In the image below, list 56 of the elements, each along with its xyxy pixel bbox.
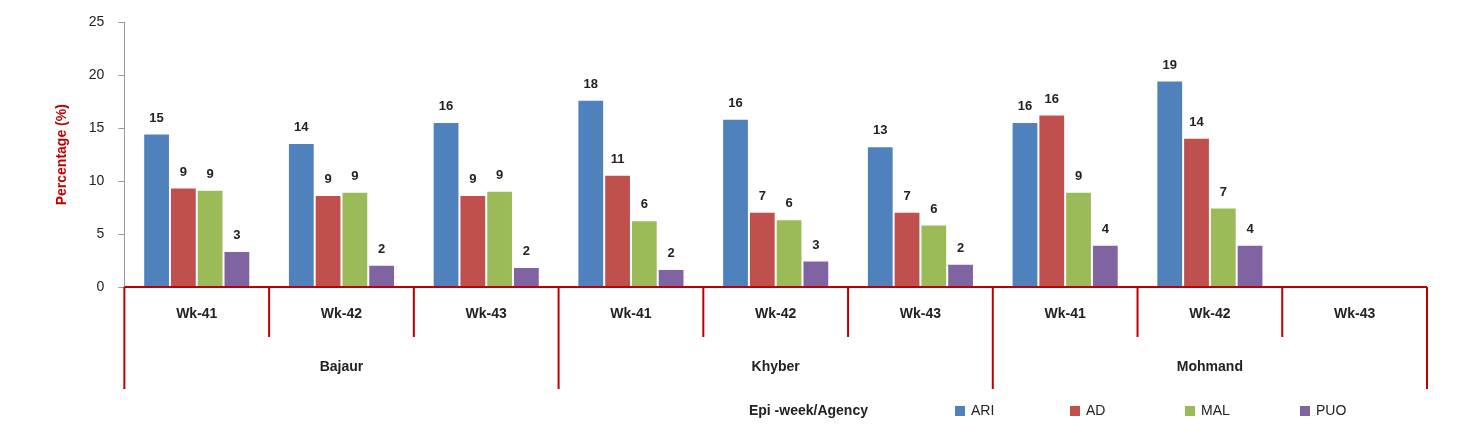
data-label: 7: [758, 187, 766, 203]
legend-label: ARI: [971, 401, 995, 418]
y-tick-label: 20: [88, 66, 105, 83]
x-tick-label: Wk-41: [610, 304, 652, 321]
data-label: 15: [149, 109, 164, 125]
x-tick-label: Wk-43: [1334, 304, 1376, 321]
data-label: 19: [1162, 56, 1177, 72]
data-label: 16: [728, 94, 743, 110]
x-tick-label: Wk-43: [465, 304, 508, 321]
legend-label: MAL: [1201, 401, 1230, 418]
data-label: 9: [1074, 167, 1083, 183]
data-label: 9: [324, 171, 332, 186]
x-tick-label: Wk-42: [755, 304, 797, 321]
data-label: 7: [1219, 183, 1227, 199]
y-tick-label: 10: [88, 172, 105, 189]
x-tick-label: Wk-41: [1044, 304, 1086, 321]
data-label: 7: [903, 187, 911, 203]
data-label: 16: [438, 97, 454, 113]
data-label: 4: [1246, 220, 1255, 236]
x-tick-label: Wk-42: [320, 304, 363, 321]
y-tick-label: 0: [96, 277, 105, 294]
data-label: 6: [785, 195, 793, 211]
text: Mohmand: [1176, 357, 1243, 374]
data-label: 2: [522, 242, 530, 258]
data-label: 14: [294, 119, 310, 135]
x-tick-label: Wk-41: [176, 304, 218, 321]
y-tick-label: 15: [88, 119, 105, 136]
data-label: 9: [179, 163, 187, 179]
legend-label: PUO: [1316, 401, 1347, 418]
x-tick-label: Wk-42: [1189, 304, 1231, 321]
data-label: 11: [610, 150, 625, 166]
data-label: 9: [469, 171, 477, 186]
data-label: 14: [1189, 113, 1205, 129]
data-label: 16: [1017, 97, 1033, 113]
text: Bajaur: [319, 357, 364, 374]
text: Epi -week/Agency: [748, 401, 869, 418]
data-label: 9: [351, 167, 359, 183]
text: Khyber: [751, 357, 801, 374]
x-tick-label: Wk-43: [899, 304, 942, 321]
data-label: 9: [206, 165, 214, 181]
legend-label: AD: [1086, 401, 1106, 418]
data-label: 2: [667, 245, 675, 261]
data-label: 9: [495, 166, 504, 182]
y-axis-title: Percentage (%): [53, 104, 70, 206]
data-label: 6: [640, 196, 648, 212]
data-label: 2: [956, 239, 965, 255]
data-label: 3: [233, 227, 241, 243]
data-label: 2: [378, 240, 386, 256]
data-label: 16: [1044, 90, 1060, 106]
data-label: 18: [583, 75, 599, 91]
y-tick-label: 25: [88, 13, 105, 30]
data-label: 3: [812, 236, 820, 252]
data-label: 4: [1101, 220, 1110, 236]
data-label: 13: [873, 122, 888, 138]
y-tick-label: 5: [96, 224, 105, 241]
data-label: 6: [930, 200, 938, 216]
